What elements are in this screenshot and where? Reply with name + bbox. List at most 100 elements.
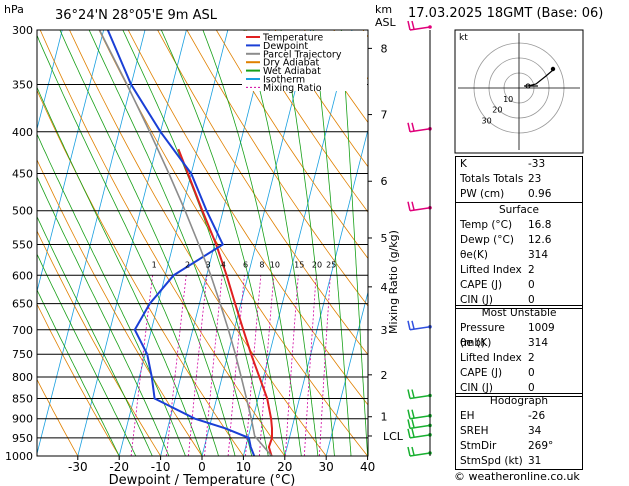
index-label: Lifted Index: [460, 352, 522, 364]
km-label: km: [375, 3, 392, 16]
pressure-tick-label: 700: [12, 324, 33, 337]
hodograph-ring-label: 30: [482, 116, 492, 125]
index-label: CIN (J): [460, 382, 493, 394]
mixing-ratio-label: 25: [326, 260, 336, 269]
x-axis-label: Dewpoint / Temperature (°C): [109, 473, 296, 486]
hodograph-unit-label: kt: [459, 33, 468, 43]
index-label: θe(K): [460, 249, 488, 261]
index-label: Dewp (°C): [460, 234, 514, 246]
legend-label: Dewpoint: [263, 41, 308, 52]
index-value: 0: [528, 294, 535, 306]
index-label: StmSpd (kt): [460, 455, 523, 467]
index-label: θe (K): [460, 337, 492, 349]
mixing-ratio-label: 8: [259, 260, 264, 269]
temperature-tick-label: 0: [198, 460, 206, 474]
index-row: CIN (J) 0: [456, 293, 582, 308]
index-value: 34: [528, 425, 542, 437]
km-tick-label: LCL: [383, 430, 404, 443]
index-value: 2: [528, 352, 535, 364]
wind-barb: [407, 20, 432, 31]
index-value: -33: [528, 158, 546, 170]
mixing-ratio-label: 4: [221, 260, 226, 269]
wind-barb: [407, 419, 432, 430]
indices-top-box: K -33 Totals Totals 23 PW (cm) 0.96: [455, 156, 583, 203]
wind-barb: [407, 122, 432, 133]
index-value: 0: [528, 367, 535, 379]
wind-barb: [407, 428, 432, 439]
series-temperature: [177, 148, 273, 456]
location-title: 36°24'N 28°05'E 9m ASL: [55, 8, 218, 23]
legend-label: Temperature: [262, 33, 323, 44]
temperature-tick-label: -20: [109, 460, 129, 474]
index-row: Dewp (°C) 12.6: [456, 233, 582, 248]
pressure-tick-label: 1000: [5, 450, 33, 463]
series-dewpoint: [106, 30, 256, 456]
credit: © weatheronline.co.uk: [454, 470, 580, 483]
km-tick-label: 5: [381, 232, 388, 245]
legend-label: Dry Adiabat: [263, 58, 320, 69]
pressure-tick-label: 450: [12, 167, 33, 180]
index-row: Totals Totals 23: [456, 172, 582, 187]
index-value: 23: [528, 173, 542, 185]
mixing-ratio-axis-label: Mixing Ratio (g/kg): [387, 230, 400, 334]
most-unstable-box: Most Unstable Pressure (mb) 1009 θe (K) 314…: [455, 305, 583, 397]
hodograph-ring-label: 10: [503, 95, 513, 104]
wind-barb: [407, 201, 432, 212]
index-row: Pressure (mb) 1009: [456, 321, 582, 349]
mixing-ratio-label: 20: [312, 260, 322, 269]
wind-barb: [407, 389, 432, 400]
index-value: 0.96: [528, 188, 552, 200]
pressure-tick-label: 900: [12, 413, 33, 426]
mixing-ratio-label: 15: [294, 260, 304, 269]
pressure-tick-label: 550: [12, 238, 33, 251]
legend-label: Wet Adiabat: [263, 66, 321, 77]
index-row: θe (K) 314: [456, 336, 582, 351]
index-value: -26: [528, 410, 546, 422]
index-value: 12.6: [528, 234, 552, 246]
index-label: Totals Totals: [460, 173, 524, 185]
pressure-tick-label: 400: [12, 126, 33, 139]
legend-label: Mixing Ratio: [263, 83, 322, 94]
index-value: 1009: [528, 322, 555, 334]
temperature-tick-label: 10: [236, 460, 251, 474]
hodograph-indices-box: Hodograph EH -26 SREH 34 StmDir 269° StmSpd (k…: [455, 393, 583, 470]
mixing-ratio-label: 10: [270, 260, 280, 269]
most-unstable-title: Most Unstable: [481, 307, 557, 319]
km-tick-label: 8: [381, 42, 388, 55]
index-row: EH -26: [456, 409, 582, 424]
index-value: 16.8: [528, 219, 552, 231]
index-value: 314: [528, 249, 549, 261]
temperature-tick-label: 20: [277, 460, 292, 474]
index-label: PW (cm): [460, 188, 505, 200]
km-tick-label: 6: [381, 175, 388, 188]
surface-box: Surface Temp (°C) 16.8 Dewp (°C) 12.6 θe(K) 3…: [455, 202, 583, 309]
index-value: 0: [528, 279, 535, 291]
index-label: CAPE (J): [460, 279, 503, 291]
index-label: SREH: [460, 425, 489, 437]
index-label: Pressure (mb): [460, 322, 505, 349]
pressure-tick-label: 950: [12, 432, 33, 445]
legend-label: Parcel Trajectory: [263, 49, 342, 60]
index-value: 314: [528, 337, 549, 349]
temperature-tick-label: 40: [360, 460, 375, 474]
index-label: StmDir: [460, 440, 497, 452]
index-row: StmSpd (kt) 31: [456, 454, 582, 469]
pressure-tick-label: 750: [12, 348, 33, 361]
wind-barb: [407, 320, 432, 331]
index-row: PW (cm) 0.96: [456, 187, 582, 202]
axes: 3003504004505005506006507007508008509009…: [5, 24, 404, 474]
profile-lines: [98, 30, 273, 456]
index-value: 269°: [528, 440, 554, 452]
date-title: 17.03.2025 18GMT (Base: 06): [408, 6, 604, 21]
pressure-tick-label: 500: [12, 205, 33, 218]
index-label: EH: [460, 410, 475, 422]
hpa-label: hPa: [4, 3, 24, 16]
index-row: CIN (J) 0: [456, 381, 582, 396]
index-row: Lifted Index 2: [456, 263, 582, 278]
pressure-tick-label: 650: [12, 298, 33, 311]
pressure-tick-label: 850: [12, 392, 33, 405]
km-tick-label: 7: [381, 109, 388, 122]
wind-barb: [407, 409, 432, 420]
index-row: SREH 34: [456, 424, 582, 439]
